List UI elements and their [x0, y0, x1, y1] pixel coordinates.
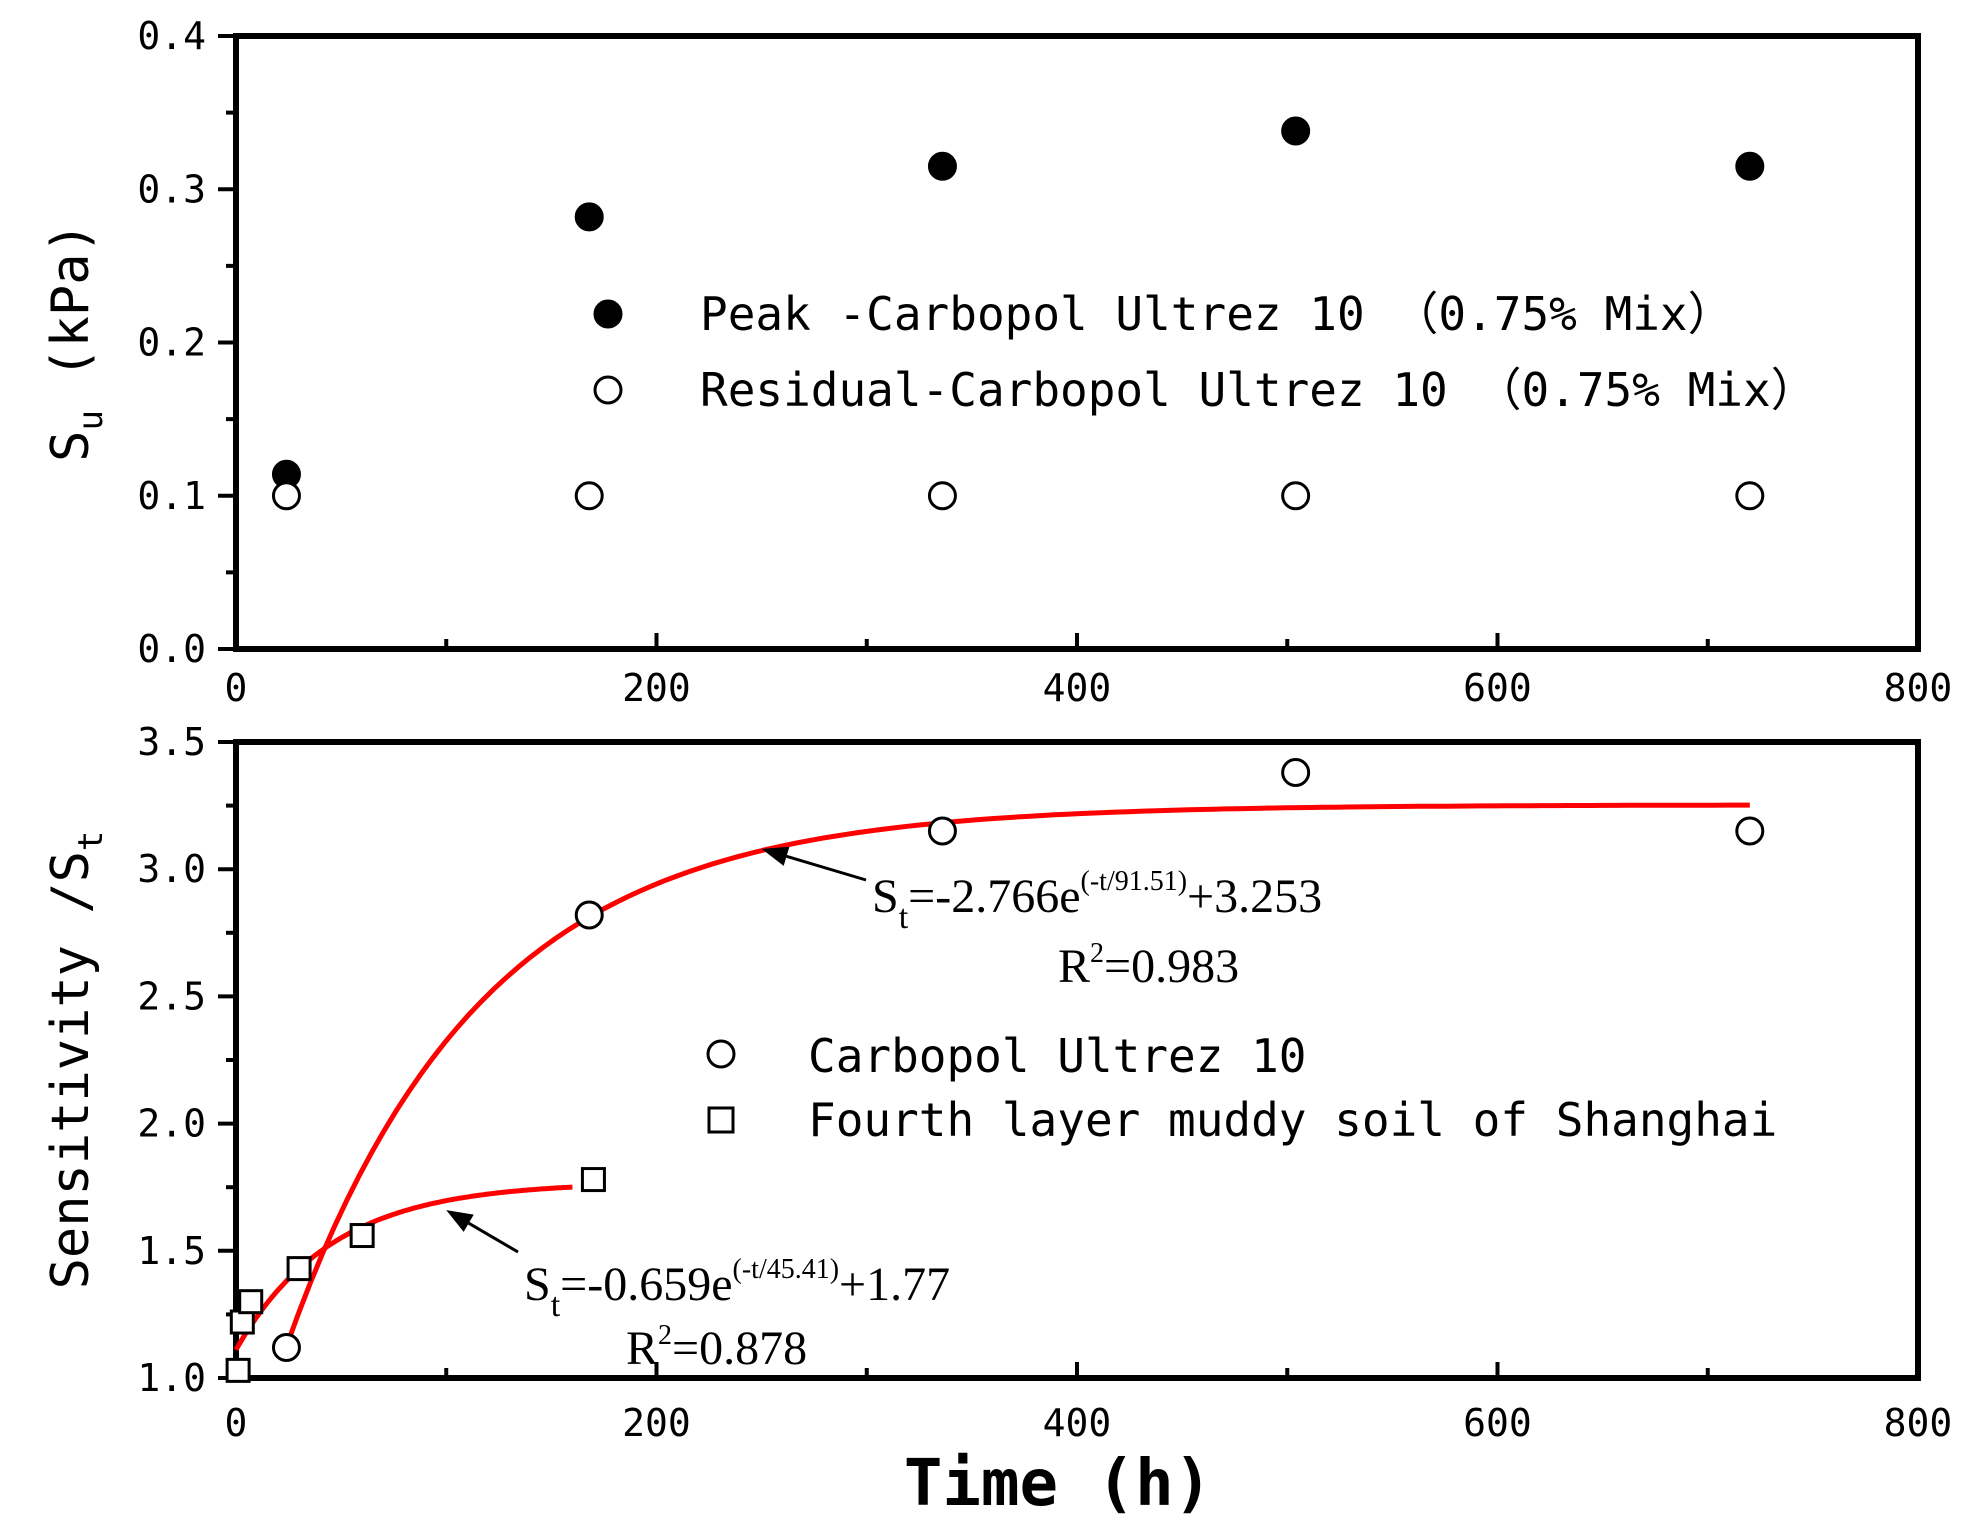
annotation-arrowhead-shanghai: [446, 1210, 474, 1232]
legend-marker-peak: [593, 299, 623, 329]
sensitivity-x-tick-labels: 0 200 400 600 800: [225, 1401, 1953, 1445]
legend-marker-carbopol: [706, 1039, 736, 1069]
y-tick-label: 3.0: [137, 847, 206, 891]
fit-curve-shanghai: [233, 1184, 573, 1352]
annotation-arrow-carbopol: [786, 854, 867, 882]
data-point-filled: [1735, 151, 1765, 181]
data-point-open: [1281, 758, 1311, 788]
y-tick-label: 2.0: [137, 1102, 206, 1146]
data-point-square: [238, 1289, 264, 1315]
sensitivity-panel: 1.0 1.5 2.0 2.5 3.0 3.5 0 200 400 600 800 Sensiti…: [41, 720, 1952, 1521]
su-legend: Peak -Carbopol Ultrez 10 （0.75% Mix） Res…: [593, 287, 1817, 417]
legend-label-shanghai: Fourth layer muddy soil of Shanghai: [808, 1093, 1777, 1147]
y-tick-label: 1.0: [137, 1356, 206, 1400]
equation-carbopol: St=-2.766e(-t/91.51)+3.253: [872, 866, 1322, 936]
x-tick-label: 600: [1463, 1401, 1532, 1445]
fit-annotation-carbopol: St=-2.766e(-t/91.51)+3.253 R2=0.983: [761, 846, 1322, 993]
data-point-square: [225, 1357, 251, 1383]
data-point-square: [349, 1223, 375, 1249]
x-axis-label: Time (h): [904, 1447, 1212, 1521]
fit-curve-carbopol: [284, 802, 1750, 1348]
su-x-tick-labels: 0 200 400 600 800: [225, 666, 1953, 710]
x-tick-label: 400: [1043, 1401, 1112, 1445]
data-point-square: [286, 1256, 312, 1282]
y-tick-label: 0.3: [137, 167, 206, 211]
r2-shanghai: R2=0.878: [626, 1320, 807, 1375]
sensitivity-legend: Carbopol Ultrez 10 Fourth layer muddy so…: [706, 1029, 1777, 1147]
su-plot-frame: [233, 33, 1921, 652]
x-tick-label: 600: [1463, 666, 1532, 710]
x-tick-label: 800: [1884, 1401, 1953, 1445]
fit-annotation-shanghai: St=-0.659e(-t/45.41)+1.77 R2=0.878: [446, 1210, 950, 1375]
y-tick-label: 2.5: [137, 974, 206, 1018]
x-tick-label: 200: [622, 1401, 691, 1445]
y-tick-label: 3.5: [137, 720, 206, 764]
data-point-open: [1735, 481, 1765, 511]
sensitivity-data-points: [225, 758, 1765, 1383]
legend-label-carbopol: Carbopol Ultrez 10: [808, 1029, 1307, 1083]
data-point-open: [927, 816, 957, 846]
x-tick-label: 800: [1884, 666, 1953, 710]
data-point-square: [229, 1309, 255, 1335]
x-tick-label: 0: [225, 666, 248, 710]
annotation-arrow-shanghai: [467, 1221, 519, 1254]
x-tick-label: 400: [1043, 666, 1112, 710]
data-point-filled: [574, 202, 604, 232]
data-point-open: [927, 481, 957, 511]
sensitivity-y-tick-labels: 1.0 1.5 2.0 2.5 3.0 3.5: [137, 720, 206, 1400]
su-panel: 0.0 0.1 0.2 0.3 0.4 0 200 400 600 800 Su (kPa) P…: [41, 14, 1952, 710]
x-tick-label: 0: [225, 1401, 248, 1445]
legend-label-residual: Residual-Carbopol Ultrez 10 （0.75% Mix）: [700, 363, 1817, 417]
data-point-open: [574, 900, 604, 930]
y-tick-label: 0.2: [137, 321, 206, 365]
x-tick-label: 200: [622, 666, 691, 710]
su-axis-ticks: [218, 34, 1920, 651]
y-tick-label: 1.5: [137, 1229, 206, 1273]
data-point-filled: [927, 151, 957, 181]
y-tick-label: 0.1: [137, 474, 206, 518]
data-point-open: [574, 481, 604, 511]
data-point-open: [1281, 481, 1311, 511]
su-y-axis-label: Su (kPa): [41, 222, 111, 462]
legend-label-peak: Peak -Carbopol Ultrez 10 （0.75% Mix）: [700, 287, 1734, 341]
su-data-points: [271, 116, 1765, 511]
legend-marker-shanghai: [707, 1106, 735, 1134]
su-y-tick-labels: 0.0 0.1 0.2 0.3 0.4: [137, 14, 206, 671]
legend-marker-residual: [593, 375, 623, 405]
data-point-open: [271, 1332, 301, 1362]
data-point-open: [271, 481, 301, 511]
data-point-filled: [1281, 116, 1311, 146]
annotation-arrowhead-carbopol: [761, 846, 790, 866]
y-tick-label: 0.4: [137, 14, 206, 58]
data-point-open: [1735, 816, 1765, 846]
r2-carbopol: R2=0.983: [1058, 938, 1239, 993]
y-tick-label: 0.0: [137, 627, 206, 671]
data-point-square: [580, 1167, 606, 1193]
sensitivity-y-axis-label: Sensitivity /St: [41, 831, 111, 1290]
equation-shanghai: St=-0.659e(-t/45.41)+1.77: [524, 1254, 950, 1324]
